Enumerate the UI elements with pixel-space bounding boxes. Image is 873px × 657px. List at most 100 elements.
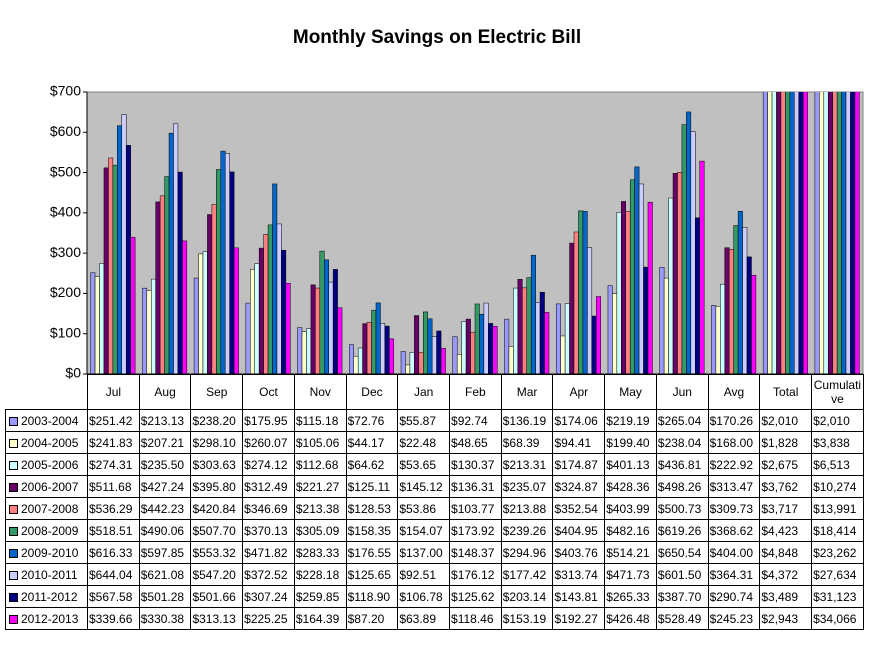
bar [301,331,307,374]
legend-label: 2004-2005 [21,435,79,450]
table-cell: $372.52 [242,563,295,586]
table-cell: $125.62 [449,585,502,608]
table-cell: $471.82 [242,541,295,564]
table-cell: $305.09 [293,519,347,542]
legend-entry: 2004-2005 [5,431,88,454]
table-cell: $339.66 [87,607,140,630]
table-cell: $251.42 [87,409,140,432]
bar [785,92,791,374]
table-cell: $168.00 [707,431,761,454]
bar [276,223,282,374]
table-cell: $31,123 [811,585,864,608]
bar [699,160,705,374]
y-tick-label: $300 [50,244,81,260]
table-cell: $2,010 [811,409,864,432]
bar [207,214,213,374]
table-cell: $387.70 [655,585,709,608]
bar [643,266,649,374]
table-cell: $176.55 [345,541,399,564]
legend-label: 2005-2006 [21,457,79,472]
table-cell: $238.20 [190,409,244,432]
table-cell: $63.89 [397,607,451,630]
table-cell: $507.70 [190,519,244,542]
table-cell: $174.06 [552,409,606,432]
table-cell: $112.68 [293,453,347,476]
table-cell: $547.20 [190,563,244,586]
table-cell: $490.06 [138,519,192,542]
table-cell: $213.31 [500,453,554,476]
table-cell: $72.76 [345,409,399,432]
bar [711,305,717,374]
table-cell: $245.23 [707,607,761,630]
table-cell: $518.51 [87,519,140,542]
table-row: 2003-2004 $251.42 $213.13 $238.20 $175.95 $11… [5,409,864,432]
bar [182,240,188,374]
bar [728,248,734,374]
y-tick-label: $600 [50,123,81,139]
bar [211,204,217,374]
legend-swatch [9,570,18,580]
bar [151,278,156,374]
table-cell: $426.48 [604,607,657,630]
table-row: 2010-2011 $644.04 $621.08 $547.20 $372.52 $22… [5,563,864,586]
table-cell: $403.99 [604,497,657,520]
bar [254,263,260,374]
bar [612,293,618,374]
legend-label: 2006-2007 [21,479,79,494]
table-cell: $404.95 [552,519,606,542]
table-cell: $192.27 [552,607,606,630]
header-row: Jul Aug Sep Oct Nov Dec Jan Feb Mar Apr May Jun Avg T… [6,374,864,410]
legend-entry: 2007-2008 [5,497,88,520]
bar [319,250,325,374]
table-cell: $105.06 [293,431,347,454]
bar [103,167,109,374]
bar [250,268,255,374]
table-cell: $4,848 [759,541,813,564]
bar [323,259,329,374]
bar [629,179,635,374]
table-cell: $53.86 [397,497,451,520]
table-cell: $176.12 [449,563,502,586]
bar [621,201,627,374]
legend-entry: 2010-2011 [5,563,88,586]
bar [517,279,523,374]
bar [112,164,118,374]
bar [715,306,721,374]
bar [362,323,368,374]
table-cell: $118.90 [345,585,399,608]
bar [405,364,411,374]
table-cell: $235.07 [500,475,554,498]
legend-entry: 2011-2012 [5,585,88,608]
table-cell: $130.37 [449,453,502,476]
table-cell: $330.38 [138,607,192,630]
table-cell: $260.07 [242,431,295,454]
table-cell: $501.66 [190,585,244,608]
x-tick-label: Nov [293,374,347,410]
table-cell: $3,762 [759,475,813,498]
bar [461,321,467,374]
table-cell: $239.26 [500,519,554,542]
table-cell: $395.80 [190,475,244,498]
table-cell: $199.40 [604,431,657,454]
table-cell: $283.33 [293,541,347,564]
table-cell: $87.20 [345,607,399,630]
table-cell: $128.53 [345,497,399,520]
legend-entry: 2009-2010 [5,541,88,564]
bar [483,302,489,374]
table-cell: $427.24 [138,475,192,498]
bar [573,231,579,374]
legend-entry: 2008-2009 [5,519,88,542]
table-row: 2009-2010 $616.33 $597.85 $553.32 $471.82 $28… [5,541,864,564]
bar [470,331,476,374]
table-cell: $3,717 [759,497,813,520]
table-cell: $213.13 [138,409,192,432]
bar [616,212,622,374]
bar [452,336,458,374]
table-cell: $48.65 [449,431,502,454]
bar [535,302,541,374]
table-cell: $225.25 [242,607,295,630]
bar [384,325,390,374]
table-cell: $420.84 [190,497,244,520]
table-cell: $115.18 [293,409,347,432]
